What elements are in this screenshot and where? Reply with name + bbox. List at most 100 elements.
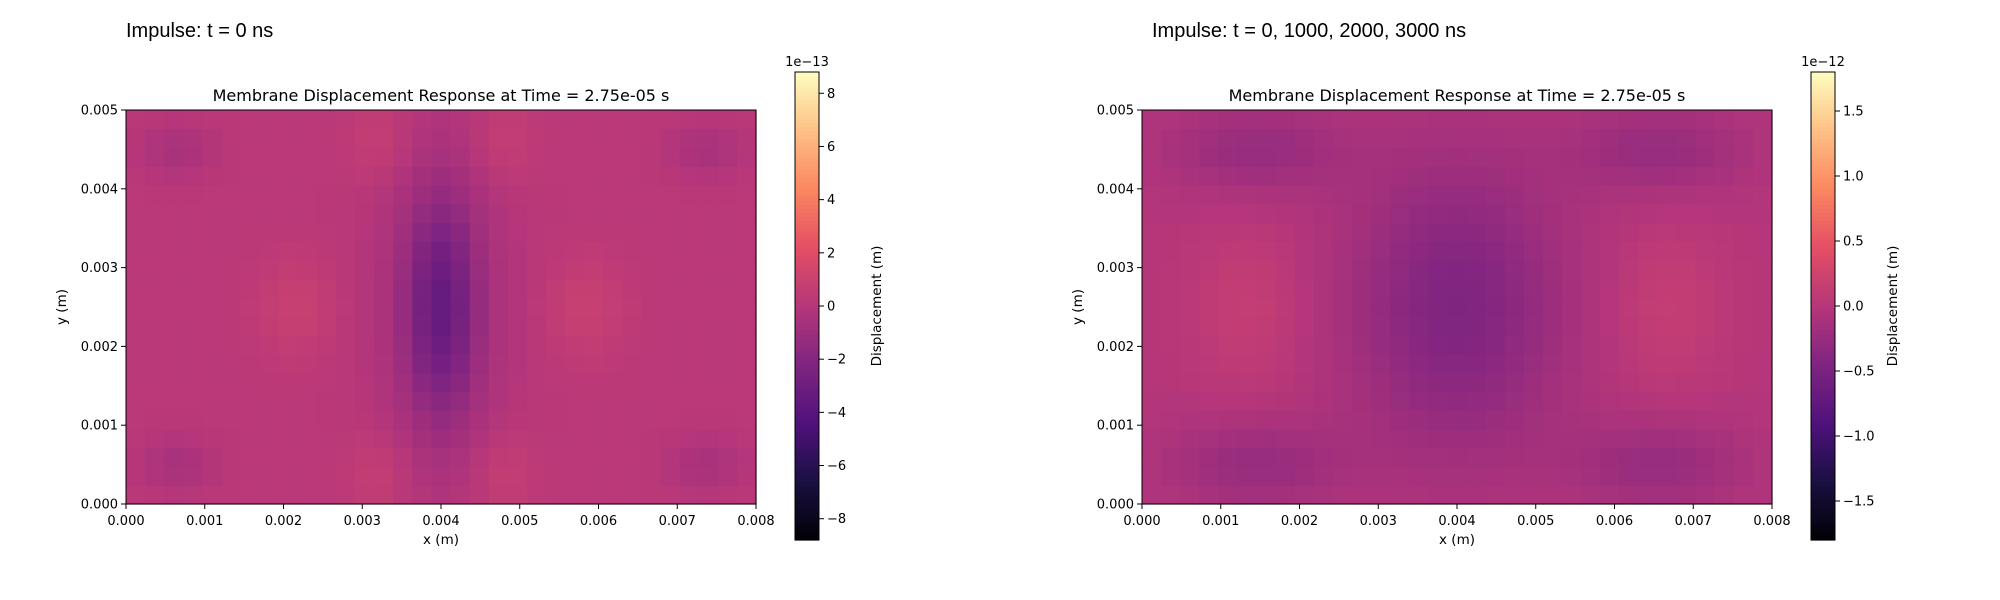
heatmap-cell: [1504, 166, 1525, 186]
heatmap-cell: [488, 147, 509, 167]
heatmap-cell: [1714, 128, 1735, 149]
heatmap-cell: [488, 485, 509, 505]
heatmap-cell: [450, 147, 471, 167]
heatmap-cell: [736, 466, 757, 486]
heatmap-cell: [259, 447, 280, 468]
heatmap-cell: [278, 110, 299, 130]
heatmap-cell: [145, 410, 165, 430]
heatmap-cell: [1752, 203, 1773, 224]
heatmap-cell: [1237, 316, 1258, 336]
heatmap-cell: [1294, 353, 1315, 374]
heatmap-cell: [717, 466, 738, 486]
heatmap-cell: [526, 316, 547, 336]
colorbar-strip: [1811, 192, 1835, 198]
heatmap-cell: [183, 372, 203, 393]
heatmap-cell: [278, 260, 299, 280]
heatmap-cell: [507, 410, 528, 430]
heatmap-cell: [1237, 410, 1258, 430]
heatmap-cell: [450, 391, 471, 411]
heatmap-cell: [488, 278, 509, 299]
heatmap-cell: [1218, 260, 1239, 280]
colorbar-label: Displacement (m): [1885, 246, 1901, 367]
heatmap-cell: [1600, 260, 1620, 280]
heatmap-cell: [603, 372, 623, 393]
heatmap-cell: [1562, 166, 1582, 186]
heatmap-cell: [1562, 241, 1582, 261]
heatmap-cell: [1523, 185, 1544, 205]
heatmap-cell: [1542, 410, 1563, 430]
heatmap-cell: [1142, 297, 1162, 317]
heatmap-cell: [1714, 466, 1735, 486]
heatmap-cell: [393, 260, 413, 280]
heatmap-cell: [1562, 147, 1582, 167]
colorbar-strip: [795, 481, 819, 486]
heatmap-cell: [278, 466, 299, 486]
heatmap-cell: [1485, 466, 1506, 486]
heatmap-cell: [412, 353, 433, 374]
heatmap-cell: [641, 447, 662, 468]
heatmap-cell: [526, 335, 547, 355]
heatmap-cell: [145, 147, 165, 167]
heatmap-cell: [1371, 428, 1391, 449]
heatmap-cell: [240, 260, 261, 280]
heatmap-cell: [1562, 222, 1582, 242]
heatmap-cell: [1371, 335, 1391, 355]
heatmap-cell: [660, 316, 681, 336]
heatmap-cell: [1428, 485, 1449, 505]
heatmap-cell: [316, 128, 337, 149]
heatmap-cell: [526, 185, 547, 205]
x-tick-label: 0.002: [265, 514, 302, 529]
heatmap-cell: [1313, 128, 1334, 149]
heatmap-cell: [565, 241, 585, 261]
colorbar-tick-label: 1.0: [1843, 170, 1864, 185]
heatmap-cell: [1638, 278, 1659, 299]
heatmap-cell: [393, 428, 413, 449]
heatmap-cell: [1638, 485, 1659, 505]
heatmap-cell: [145, 391, 165, 411]
heatmap-cell: [1332, 241, 1353, 261]
heatmap-cell: [355, 147, 375, 167]
heatmap-cell: [1428, 278, 1449, 299]
colorbar-strip: [1811, 325, 1835, 330]
heatmap-cell: [507, 335, 528, 355]
colorbar-strip: [1811, 430, 1835, 436]
heatmap-cell: [1542, 241, 1563, 261]
heatmap-cell: [374, 391, 394, 411]
colorbar-strip: [1811, 204, 1835, 210]
colorbar-strip: [795, 107, 819, 112]
colorbar-offset-text: 1e−12: [1801, 55, 1845, 70]
heatmap-cell: [1218, 372, 1239, 393]
colorbar-strip: [795, 485, 819, 490]
heatmap-cell: [565, 391, 585, 411]
heatmap-cell: [1371, 316, 1391, 336]
heatmap-cell: [1294, 222, 1315, 242]
colorbar-strip: [795, 399, 819, 405]
heatmap-cell: [488, 391, 509, 411]
y-tick-label: 0.005: [81, 104, 118, 119]
colorbar-strip: [1811, 294, 1835, 299]
colorbar-strip: [1811, 302, 1835, 307]
heatmap-cell: [565, 485, 585, 505]
colorbar-strip: [1811, 489, 1835, 494]
heatmap-cell: [1657, 241, 1678, 261]
heatmap-cell: [1676, 447, 1697, 468]
heatmap-cell: [641, 241, 662, 261]
heatmap-cell: [660, 485, 681, 505]
colorbar-strip: [1811, 146, 1835, 151]
heatmap-cell: [565, 297, 585, 317]
heatmap-cell: [1466, 147, 1487, 167]
heatmap-cell: [1695, 335, 1716, 355]
heatmap-cell: [1581, 485, 1601, 505]
heatmap-cell: [1714, 428, 1735, 449]
colorbar-strip: [1811, 426, 1835, 432]
heatmap-cell: [1409, 222, 1429, 242]
heatmap-cell: [546, 147, 566, 167]
heatmap-cell: [1619, 166, 1639, 186]
heatmap-cell: [1409, 147, 1429, 167]
colorbar-strip: [1811, 153, 1835, 159]
colorbar-strip: [795, 247, 819, 252]
heatmap-cell: [1180, 428, 1200, 449]
colorbar-strip: [795, 454, 819, 459]
heatmap-cell: [1390, 203, 1410, 224]
heatmap-cell: [1390, 428, 1410, 449]
